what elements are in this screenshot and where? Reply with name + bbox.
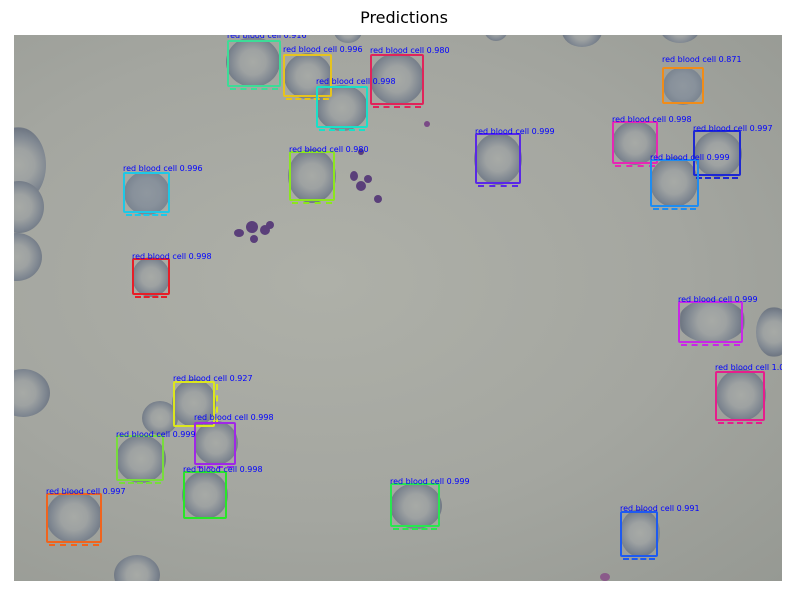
detection-label: red blood cell 0.998 (612, 115, 692, 124)
background-cell (660, 35, 700, 43)
detection-label: red blood cell 0.991 (620, 504, 700, 513)
detection-label: red blood cell 0.996 (283, 45, 363, 54)
detection-box (289, 151, 335, 204)
detection-label: red blood cell 1.000 (715, 363, 782, 372)
background-cell (484, 35, 508, 41)
parasite (358, 149, 364, 155)
detection-box (123, 172, 170, 216)
detection-box (693, 130, 741, 179)
parasite (374, 195, 382, 203)
detection-box (132, 258, 170, 298)
background-cell (756, 307, 782, 357)
parasite (246, 221, 258, 233)
detection-label: red blood cell 0.996 (123, 164, 203, 173)
detection-label: red blood cell 0.998 (132, 252, 212, 261)
detection-label: red blood cell 0.999 (390, 477, 470, 486)
detection-box (390, 483, 440, 530)
parasite (600, 573, 610, 581)
detection-box (116, 435, 164, 484)
microscope-image: red blood cell 0.916 red blood cell 0.99… (14, 35, 782, 581)
background-cell (114, 555, 160, 581)
detection-box (283, 54, 332, 100)
parasite (350, 171, 358, 181)
detection-label: red blood cell 0.999 (475, 127, 555, 136)
detection-box (194, 422, 236, 468)
detection-box (662, 67, 704, 104)
parasite (356, 181, 366, 191)
detection-label: red blood cell 0.916 (227, 35, 307, 40)
detection-box (183, 471, 227, 519)
parasite (234, 229, 244, 237)
background-cell (14, 369, 50, 417)
detection-box (46, 493, 102, 546)
detection-box (612, 121, 658, 167)
detection-label: red blood cell 0.998 (183, 465, 263, 474)
parasite (260, 225, 270, 235)
detection-box (227, 40, 281, 90)
detection-label: red blood cell 0.871 (662, 55, 742, 64)
detection-box (620, 511, 658, 560)
detection-label: red blood cell 0.997 (46, 487, 126, 496)
detection-label: red blood cell 0.998 (194, 413, 274, 422)
detection-box (678, 301, 743, 346)
background-cell (334, 35, 362, 43)
parasite (266, 221, 274, 229)
figure-title: Predictions (360, 8, 448, 27)
detection-label: red blood cell 0.997 (693, 124, 773, 133)
detection-box (316, 86, 368, 131)
detection-box (715, 371, 765, 424)
detection-label: red blood cell 0.999 (116, 430, 196, 439)
detection-label: red blood cell 0.999 (678, 295, 758, 304)
parasite (250, 235, 258, 243)
detection-label: red blood cell 0.980 (370, 46, 450, 55)
detection-label: red blood cell 0.927 (173, 374, 253, 383)
detection-box (370, 54, 424, 108)
background-cell (562, 35, 602, 47)
background-cell (14, 233, 42, 281)
detection-box (475, 133, 521, 187)
detection-label: red blood cell 0.980 (289, 145, 369, 154)
detection-box (650, 159, 699, 210)
parasite (364, 175, 372, 183)
detection-label: red blood cell 0.999 (650, 153, 730, 162)
detection-label: red blood cell 0.998 (316, 77, 396, 86)
parasite (424, 121, 430, 127)
